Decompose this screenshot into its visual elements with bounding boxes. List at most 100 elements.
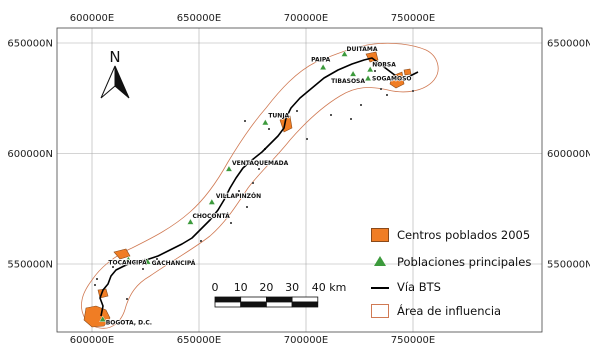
influence-area [81, 42, 439, 329]
town-label: PAIPA [311, 56, 331, 63]
coordinate-grid [57, 28, 542, 332]
populated-centre-dot [306, 138, 308, 140]
easting-label-top: 650000E [177, 13, 222, 24]
populated-centre-dot [330, 114, 332, 116]
scale-bar-segment [214, 296, 242, 303]
legend-label: Área de influencia [397, 304, 502, 318]
easting-label-bottom: 600000E [70, 335, 115, 346]
town-label: NOBSA [372, 62, 396, 69]
town-triangle-icon [225, 165, 233, 172]
town-label: DUITAMA [347, 46, 378, 53]
triangle-icon [374, 256, 386, 266]
populated-centre-dot [252, 182, 254, 184]
scale-bar-label: 10 [234, 281, 248, 294]
town-triangle-icon [364, 74, 372, 81]
northing-label-left: 650000N [7, 39, 53, 50]
populated-centre-dot [412, 90, 414, 92]
populated-centre-dot [142, 268, 144, 270]
legend-item-influencia: Área de influencia [367, 302, 545, 324]
influence-area-outline [81, 42, 439, 329]
coordinate-labels: 600000E 600000E 650000E 650000E 700000E 70000… [7, 13, 590, 346]
town-triangle-icon [124, 255, 132, 263]
town-label: VENTAQUEMADA [232, 160, 289, 167]
town-triangle-icon [208, 198, 216, 205]
populated-centre-dot [94, 284, 96, 286]
easting-label-top: 600000E [70, 13, 115, 24]
legend-item-centros: Centros poblados 2005 [367, 226, 545, 248]
populated-centre-dot [360, 104, 362, 106]
town-label: TOCANCIPÁ [108, 260, 147, 267]
centros-fill-swatch [371, 228, 389, 242]
northing-label-right: 600000N [547, 149, 590, 160]
legend-label: Centros poblados 2005 [397, 228, 531, 242]
town-label: CHOCONTÁ [192, 213, 230, 220]
populated-centre-dot [246, 206, 248, 208]
main-towns: DUITAMA PAIPA TIBASOSA NOBSA SOGAMOSO TUNJA VE… [99, 45, 412, 327]
populated-centre-dot [244, 120, 246, 122]
north-label: N [109, 48, 120, 66]
town-label: GACHANCIPÁ [152, 260, 196, 267]
buffer-outline-swatch [371, 304, 389, 318]
town-label: TUNJA [268, 113, 289, 120]
scale-bar-segment [265, 296, 293, 303]
populated-centre-patch [113, 248, 131, 260]
populated-centre-dot [386, 94, 388, 96]
populated-centre-patch [389, 71, 405, 89]
scale-bar-segment [291, 296, 319, 303]
populated-centre-patch [403, 68, 412, 76]
populated-centre-dot [258, 168, 260, 170]
legend-label: Poblaciones principales [397, 255, 532, 269]
map-frame [56, 27, 543, 333]
scale-bar-segment [291, 301, 319, 308]
populated-centre-dot [96, 278, 98, 280]
populated-centres [83, 51, 414, 328]
populated-centre-dot [350, 118, 352, 120]
populated-centre-dot [156, 258, 158, 260]
town-label: SOGAMOSO [372, 75, 411, 82]
populated-centre-dot [276, 160, 278, 162]
town-triangle-icon [99, 315, 107, 322]
northing-label-left: 550000N [7, 260, 53, 271]
town-label: TIBASOSA [331, 78, 365, 85]
scale-bar-label: 20 [259, 281, 273, 294]
populated-centre-dot [296, 110, 298, 112]
north-arrow-icon: N [100, 48, 130, 99]
easting-label-top: 750000E [391, 13, 436, 24]
populated-centre-dot [126, 298, 128, 300]
scale-bar-label: 30 [285, 281, 299, 294]
populated-centre-dot [112, 266, 114, 268]
scale-bar-segment [214, 301, 242, 308]
town-triangle-icon [144, 258, 152, 265]
town-triangle-icon [366, 65, 374, 73]
easting-label-top: 700000E [284, 13, 329, 24]
populated-centre-dot [230, 222, 232, 224]
town-triangle-icon [261, 118, 269, 126]
populated-centre-dot [268, 128, 270, 130]
town-triangle-icon [186, 218, 194, 225]
scale-bar: 0 10 20 30 40 km [212, 281, 347, 308]
easting-label-bottom: 700000E [284, 335, 329, 346]
town-label: BOGOTA, D.C. [106, 319, 152, 326]
populated-centre-dot [380, 88, 382, 90]
north-arrow-right-half [114, 65, 130, 99]
scale-bar-segment [240, 301, 267, 308]
road-bts [99, 57, 419, 317]
town-triangle-icon [340, 50, 349, 57]
populated-centre-dot [238, 190, 240, 192]
scale-bar-label: 0 [212, 281, 219, 294]
town-triangle-icon [319, 63, 327, 70]
legend-label: Vía BTS [397, 280, 441, 294]
scale-bar-segment [265, 301, 293, 308]
northing-label-right: 550000N [547, 260, 590, 271]
northing-label-right: 650000N [547, 39, 590, 50]
legend-item-via: Vía BTS [367, 278, 545, 300]
legend-item-poblaciones: Poblaciones principales [367, 253, 545, 275]
scale-bar-label: 40 km [312, 281, 347, 294]
easting-label-bottom: 750000E [391, 335, 436, 346]
town-label: VILLAPINZÓN [216, 193, 261, 200]
northing-label-left: 600000N [7, 149, 53, 160]
town-triangle-icon [349, 70, 357, 77]
road-line-swatch [371, 287, 389, 289]
